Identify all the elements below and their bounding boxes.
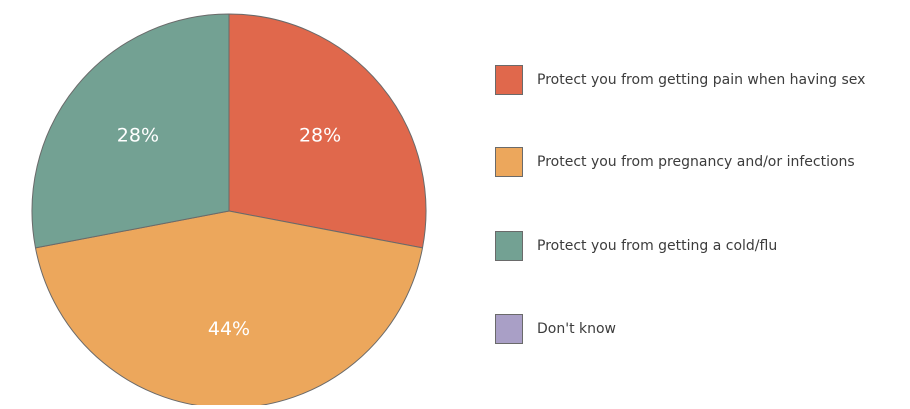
legend-swatch-pain [495,65,523,95]
legend-swatch-dont-know [495,314,523,344]
pie-data-label-protect-you-from-getting-a-cold-flu: 28% [117,125,159,147]
pie-data-labels: 28% 44% 28% [117,125,341,341]
legend-label-cold-flu: Protect you from getting a cold/flu [537,238,778,254]
pie-slice-protect-you-from-pregnancy-and-or-infections [34,210,424,409]
legend-label-pregnancy-infections: Protect you from pregnancy and/or infect… [537,154,855,170]
pie-slice-protect-you-from-getting-a-cold-flu [31,13,230,249]
legend-label-pain: Protect you from getting pain when havin… [537,72,866,88]
legend-item-pregnancy-infections: Protect you from pregnancy and/or infect… [495,146,855,178]
legend-item-dont-know: Don't know [495,313,616,345]
pie-slices [31,13,427,409]
pie-data-label-protect-you-from-getting-pain-when-having-sex: 28% [299,125,341,147]
legend-swatch-cold-flu [495,231,523,261]
legend-swatch-pregnancy-infections [495,147,523,177]
legend-label-dont-know: Don't know [537,321,617,337]
pie-slice-protect-you-from-getting-pain-when-having-sex [228,13,427,249]
pie-data-label-protect-you-from-pregnancy-and-or-infections: 44% [208,318,250,340]
legend-item-pain: Protect you from getting pain when havin… [495,64,865,96]
legend-item-cold-flu: Protect you from getting a cold/flu [495,230,777,262]
